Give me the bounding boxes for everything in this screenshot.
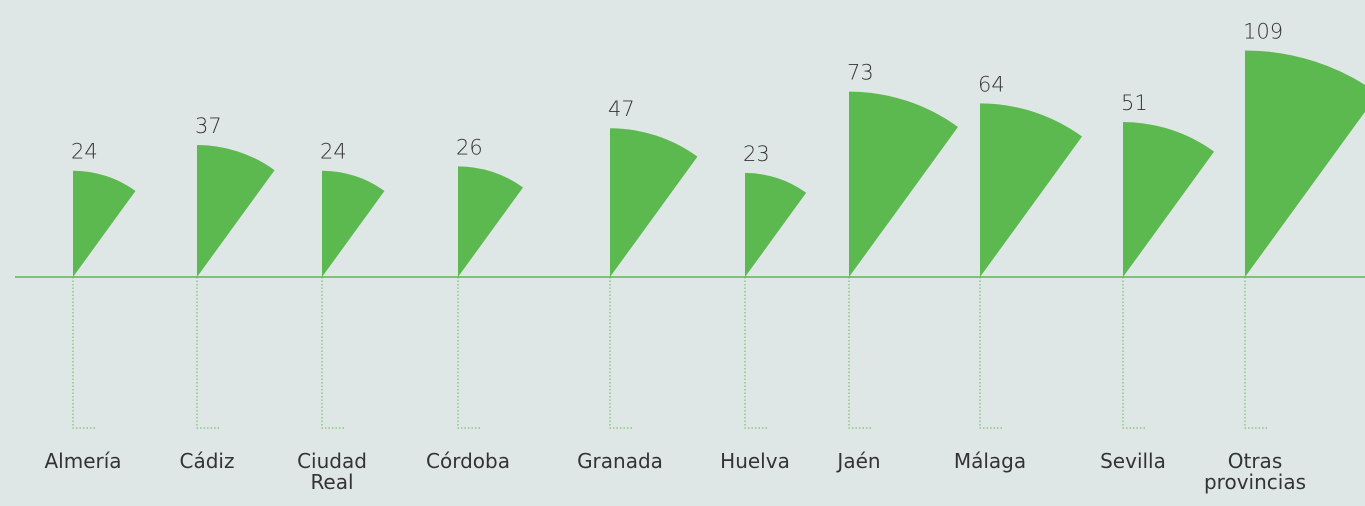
fan-wedge: [980, 103, 1083, 278]
fan-wedge: [1245, 50, 1365, 277]
leader-line: [848, 277, 873, 429]
category-label: Sevilla: [1100, 449, 1166, 473]
fan-wedge: [745, 172, 807, 277]
category-label: Córdoba: [426, 449, 510, 473]
category-label: Málaga: [953, 449, 1027, 473]
category-label: Cádiz: [179, 449, 235, 473]
leader-line: [1244, 277, 1269, 429]
fan-wedge: [73, 170, 136, 277]
value-label: 23: [743, 142, 770, 166]
fan-wedge: [458, 166, 524, 277]
fan-wedge: [1123, 122, 1215, 277]
value-label: 109: [1243, 19, 1283, 43]
value-label: 24: [320, 140, 347, 164]
value-label: 24: [71, 140, 98, 164]
category-label: Ciudad Real: [297, 449, 367, 494]
value-label: 37: [195, 114, 222, 138]
category-label: Granada: [577, 449, 663, 473]
leader-line: [744, 277, 769, 429]
leader-line: [979, 277, 1004, 429]
value-label: 73: [847, 61, 874, 85]
category-label: Jaén: [837, 449, 881, 473]
category-label: Huelva: [720, 449, 790, 473]
leader-line: [1122, 277, 1147, 429]
value-label: 51: [1121, 91, 1148, 115]
category-label: Almería: [44, 449, 122, 473]
fan-wedge: [849, 91, 958, 277]
leader-line: [609, 277, 634, 429]
leader-line: [196, 277, 221, 429]
fan-wedge: [610, 128, 698, 277]
leader-line: [457, 277, 482, 429]
fan-wedge: [322, 170, 385, 277]
value-label: 64: [978, 72, 1005, 96]
category-label: Otras provincias: [1203, 449, 1306, 494]
value-label: 47: [608, 97, 635, 121]
leader-line: [321, 277, 346, 429]
leader-line: [72, 277, 97, 429]
fan-wedge: [197, 145, 275, 277]
value-label: 26: [456, 135, 483, 159]
